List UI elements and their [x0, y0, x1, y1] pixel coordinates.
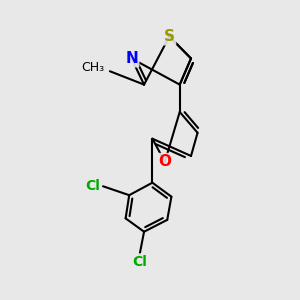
Text: CH₃: CH₃ — [81, 61, 104, 74]
Text: S: S — [164, 29, 175, 44]
Text: Cl: Cl — [85, 179, 100, 193]
Text: O: O — [158, 154, 171, 169]
Text: N: N — [125, 51, 138, 66]
Text: Cl: Cl — [132, 255, 147, 268]
